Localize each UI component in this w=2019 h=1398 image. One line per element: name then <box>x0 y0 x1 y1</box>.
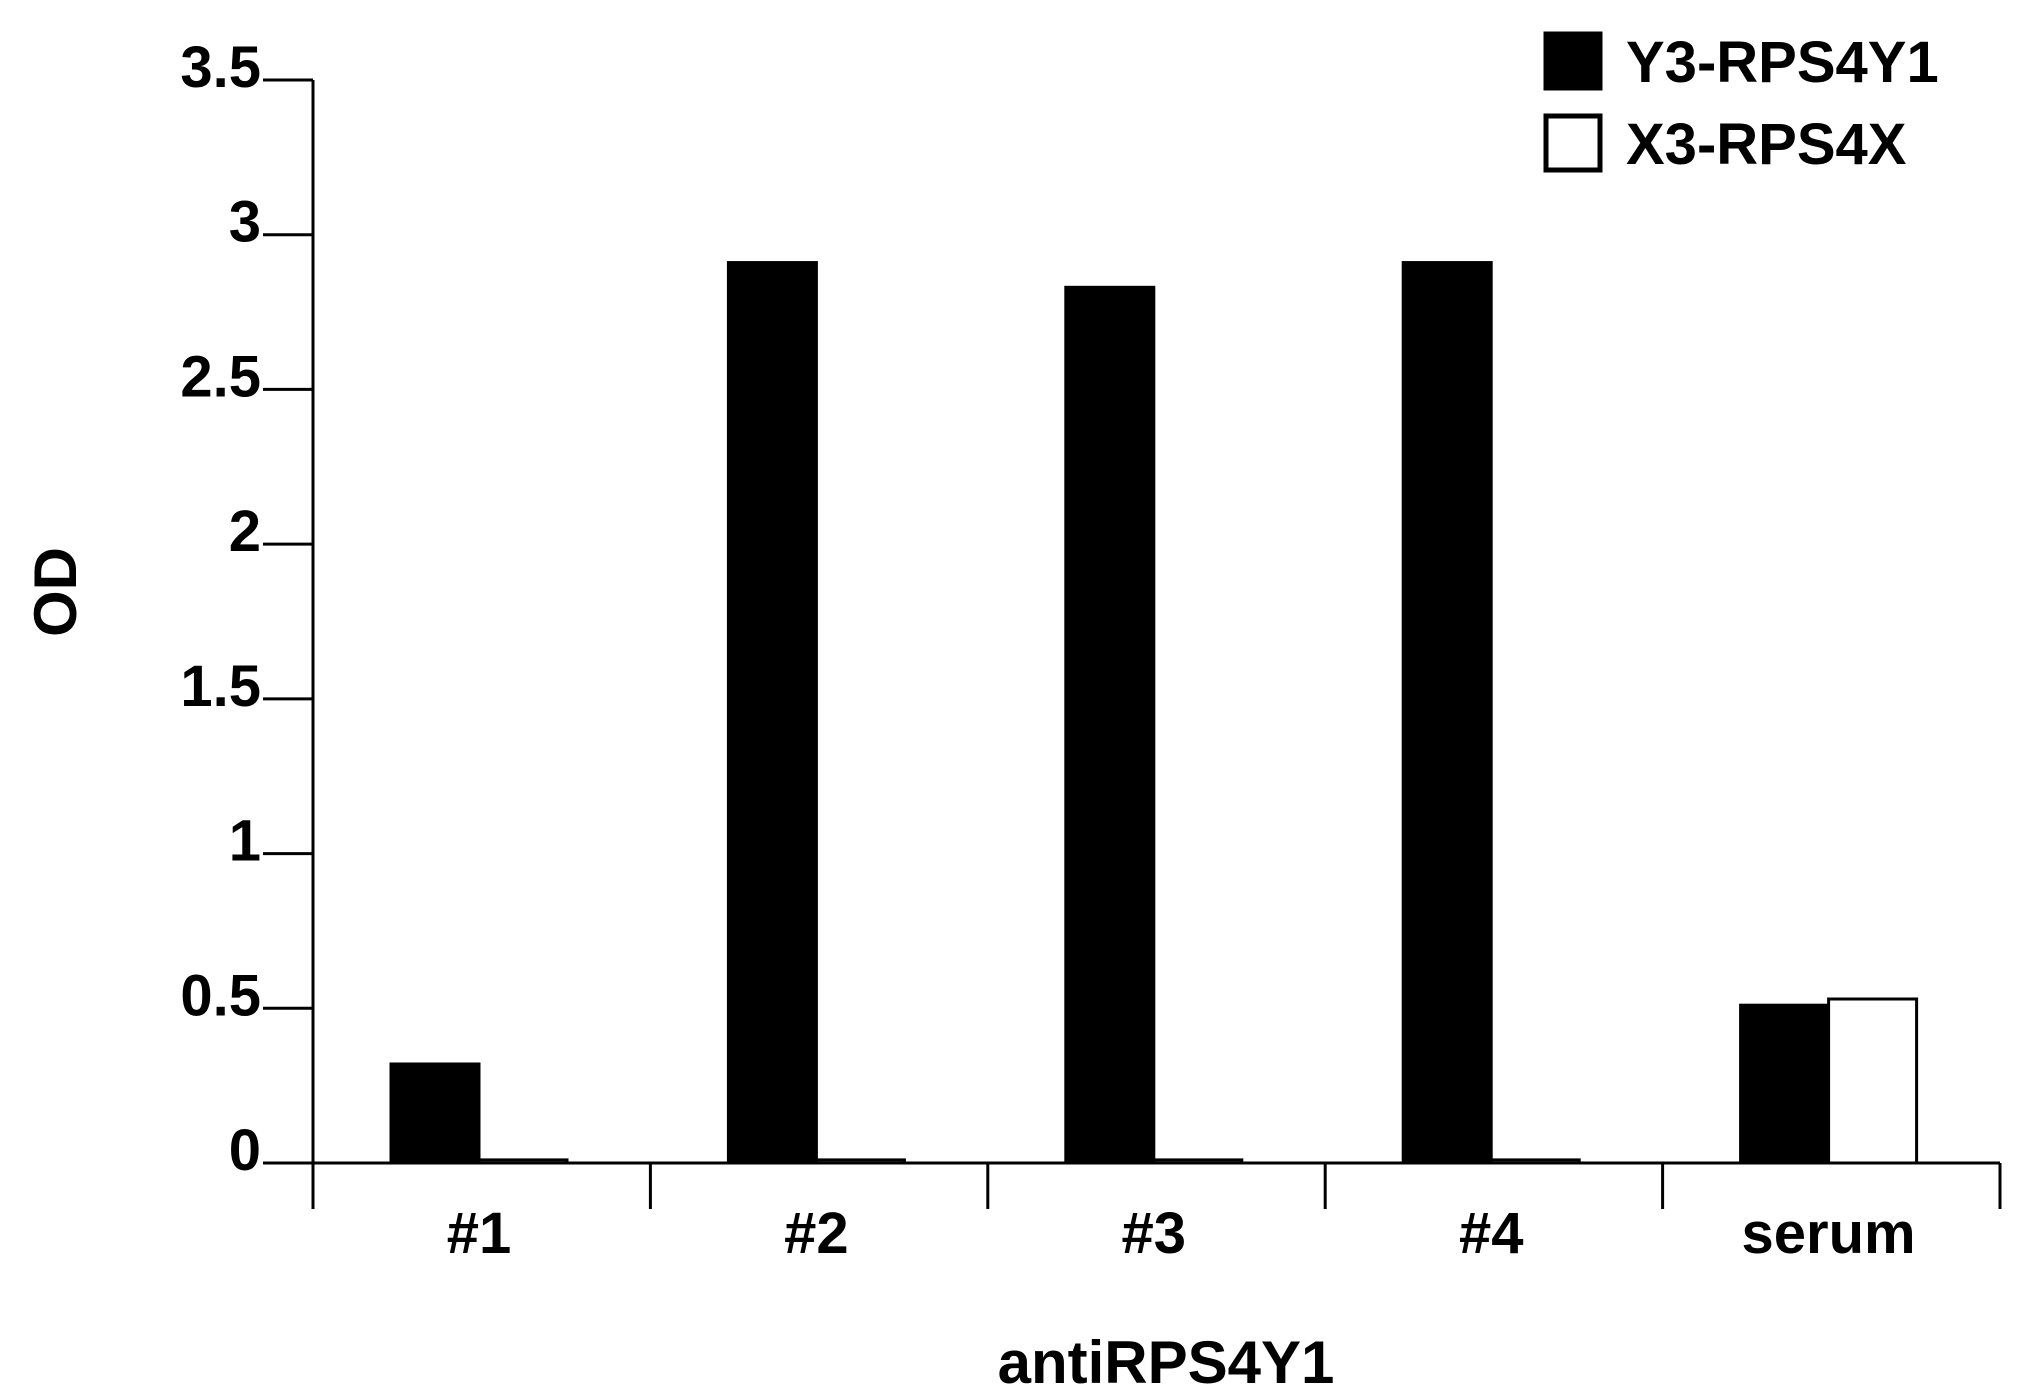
x-tick-label: serum <box>1742 1201 1916 1266</box>
bar-y3-rps4y1-5 <box>1739 1003 1831 1165</box>
legend-label-x3-rps4x: X3-RPS4X <box>1626 112 1907 177</box>
x-tick-label: #1 <box>447 1201 512 1266</box>
y-tick-label: 2.5 <box>180 344 261 409</box>
y-tick-label: 1 <box>229 809 261 874</box>
bar-y3-rps4y1-2 <box>726 261 818 1165</box>
y-tick-label: 3.5 <box>180 35 261 100</box>
x-axis-title: antiRPS4Y1 <box>998 1329 1335 1396</box>
y-tick-label: 0.5 <box>180 963 261 1028</box>
bar-x3-rps4x-5 <box>1827 997 1919 1165</box>
x-tick-label: #2 <box>784 1201 849 1266</box>
y-tick-label: 3 <box>229 190 261 255</box>
bar-x3-rps4x-3 <box>1152 1158 1244 1165</box>
y-axis-title: OD <box>22 547 89 637</box>
y-axis: 0 0.5 1 1.5 2 2.5 3 3.5 <box>180 35 315 1183</box>
bar-y3-rps4y1-1 <box>389 1062 481 1165</box>
bar-x3-rps4x-2 <box>814 1158 906 1165</box>
legend-label-y3-rps4y1: Y3-RPS4Y1 <box>1626 30 1939 95</box>
legend-swatch-x3-rps4x <box>1543 113 1603 173</box>
x-tick-label: #3 <box>1122 1201 1187 1266</box>
y-tick-label: 1.5 <box>180 654 261 719</box>
bars <box>389 261 1919 1165</box>
legend: Y3-RPS4Y1 X3-RPS4X <box>1543 30 1939 177</box>
legend-swatch-y3-rps4y1 <box>1543 31 1603 91</box>
bar-y3-rps4y1-4 <box>1401 261 1493 1165</box>
bar-y3-rps4y1-3 <box>1064 285 1156 1165</box>
x-tick-label: #4 <box>1459 1201 1524 1266</box>
y-tick-label: 2 <box>229 499 261 564</box>
bar-x3-rps4x-1 <box>477 1158 569 1165</box>
x-axis: #1 #2 #3 #4 serum <box>311 1161 2002 1266</box>
y-tick-label: 0 <box>229 1118 261 1183</box>
bar-x3-rps4x-4 <box>1489 1158 1581 1165</box>
